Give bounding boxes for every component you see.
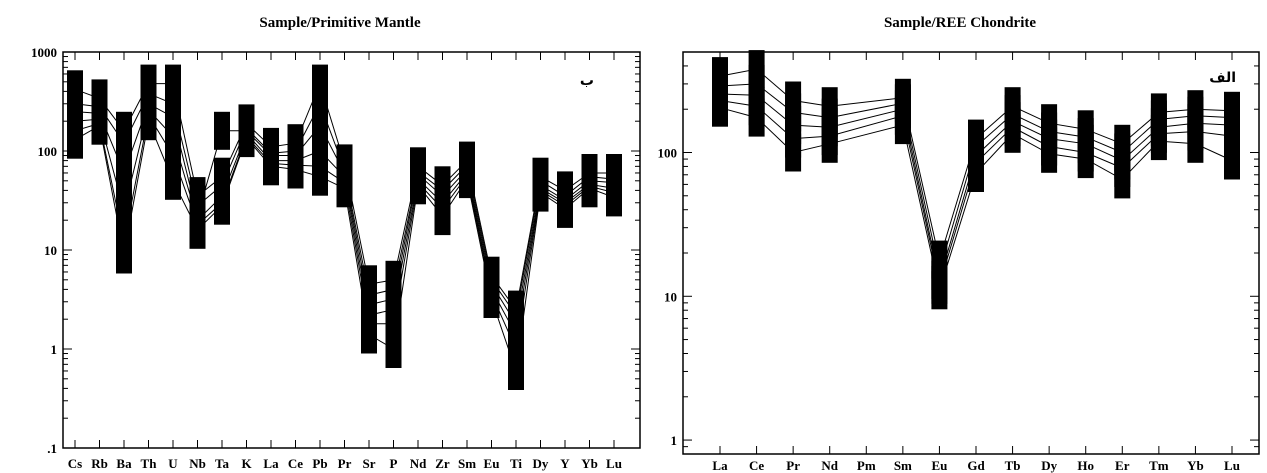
y-tick-label: 1000 bbox=[31, 45, 57, 60]
x-tick-label: Pb bbox=[312, 456, 327, 471]
x-tick-label: Pm bbox=[857, 458, 876, 473]
x-tick-label: Cs bbox=[68, 456, 82, 471]
x-tick-label: Sr bbox=[363, 456, 376, 471]
x-tick-label: Ba bbox=[116, 456, 132, 471]
y-tick-label: 10 bbox=[664, 289, 677, 304]
x-tick-label: Tm bbox=[1149, 458, 1169, 473]
x-tick-label: La bbox=[263, 456, 279, 471]
plot-frame bbox=[682, 51, 1260, 455]
chart-ree-chondrite: Sample/REE Chondrite الف 1 10 100 La Ce Pr Nd… bbox=[658, 15, 1260, 473]
y-tick-label: 1 bbox=[51, 342, 58, 357]
x-tick-label: Pr bbox=[338, 456, 352, 471]
x-tick-label: Sm bbox=[894, 458, 912, 473]
series-line bbox=[74, 119, 615, 372]
x-tick-label: Zr bbox=[435, 456, 450, 471]
x-tick-label: La bbox=[712, 458, 728, 473]
x-tick-label: P bbox=[390, 456, 398, 471]
series-line bbox=[719, 100, 1233, 286]
x-tick-label: Nd bbox=[410, 456, 427, 471]
y-axis: 1 10 100 bbox=[658, 51, 1259, 455]
chart-title: Sample/REE Chondrite bbox=[884, 15, 1036, 31]
y-tick-label: 100 bbox=[658, 146, 678, 161]
series-line bbox=[719, 107, 1233, 293]
y-axis: .1 1 10 100 1000 bbox=[31, 45, 640, 456]
x-tick-label: U bbox=[168, 456, 178, 471]
y-tick-label: 100 bbox=[38, 144, 58, 159]
chart-title: Sample/Primitive Mantle bbox=[259, 15, 421, 31]
x-tick-label: Nb bbox=[189, 456, 206, 471]
x-tick-label: K bbox=[241, 456, 252, 471]
panel-label: الف bbox=[1209, 70, 1236, 86]
x-tick-label: Yb bbox=[581, 456, 598, 471]
series-line bbox=[74, 92, 615, 317]
panel-label: ب bbox=[580, 73, 594, 89]
series-line bbox=[74, 113, 615, 351]
series-group bbox=[712, 50, 1240, 310]
series-line bbox=[74, 103, 615, 326]
chart-primitive-mantle: Sample/Primitive Mantle ب .1 1 10 100 1000 C… bbox=[31, 15, 641, 471]
x-tick-label: Sm bbox=[458, 456, 476, 471]
x-tick-label: Nd bbox=[821, 458, 838, 473]
series-line bbox=[719, 93, 1233, 281]
y-tick-label: 1 bbox=[671, 433, 678, 448]
x-tick-label: Y bbox=[560, 456, 570, 471]
x-tick-label: Eu bbox=[931, 458, 947, 473]
x-tick-label: Tb bbox=[1005, 458, 1021, 473]
x-tick-label: Er bbox=[1115, 458, 1130, 473]
y-tick-label: .1 bbox=[47, 441, 57, 456]
series-line bbox=[74, 108, 615, 337]
x-tick-label: Lu bbox=[606, 456, 622, 471]
x-tick-label: Ce bbox=[288, 456, 303, 471]
x-tick-label: Ti bbox=[510, 456, 522, 471]
x-axis: Cs Rb Ba Th U Nb Ta K La Ce Pb Pr Sr P Nd Zr Sm Eu Ti Dy Y Yb… bbox=[68, 52, 622, 471]
x-axis: La Ce Pr Nd Pm Sm Eu Gd Tb Dy Ho Er Tm Yb Lu bbox=[712, 52, 1240, 473]
x-tick-label: Gd bbox=[967, 458, 985, 473]
y-tick-label: 10 bbox=[44, 243, 57, 258]
marker-group bbox=[712, 50, 1240, 310]
x-tick-label: Th bbox=[141, 456, 158, 471]
x-tick-label: Rb bbox=[91, 456, 108, 471]
x-tick-label: Dy bbox=[1041, 458, 1057, 473]
x-tick-label: Lu bbox=[1224, 458, 1240, 473]
marker-group bbox=[67, 64, 622, 390]
x-tick-label: Pr bbox=[786, 458, 800, 473]
x-tick-label: Yb bbox=[1187, 458, 1204, 473]
x-tick-label: Eu bbox=[484, 456, 500, 471]
series-line bbox=[719, 83, 1233, 272]
series-group bbox=[67, 64, 622, 390]
series-line bbox=[719, 68, 1233, 262]
x-tick-label: Ce bbox=[749, 458, 764, 473]
x-tick-label: Ta bbox=[215, 456, 229, 471]
x-tick-label: Dy bbox=[533, 456, 549, 471]
series-line bbox=[74, 82, 614, 311]
x-tick-label: Ho bbox=[1077, 458, 1094, 473]
